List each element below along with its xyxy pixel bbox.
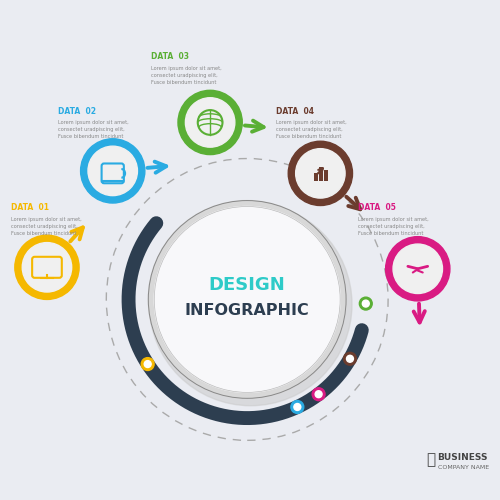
Circle shape (360, 297, 372, 310)
Text: DATA  05: DATA 05 (358, 203, 397, 212)
Circle shape (178, 90, 242, 154)
Text: BUSINESS: BUSINESS (438, 452, 488, 462)
Text: Lorem ipsum dolor sit amet,
consectet uradpiscing elit,
Fusce bibendum tincidunt: Lorem ipsum dolor sit amet, consectet ur… (151, 66, 222, 85)
Circle shape (148, 200, 346, 398)
Circle shape (312, 388, 325, 400)
Circle shape (291, 400, 304, 413)
Circle shape (362, 300, 369, 307)
Bar (314, 174, 318, 181)
Text: DATA  04: DATA 04 (276, 106, 314, 116)
Circle shape (346, 356, 354, 362)
Text: Lorem ipsum dolor sit amet,
consectet uradpiscing elit,
Fusce bibendum tincidunt: Lorem ipsum dolor sit amet, consectet ur… (358, 217, 429, 236)
Bar (324, 170, 328, 181)
Text: Lorem ipsum dolor sit amet,
consectet uradpiscing elit,
Fusce bibendum tincidunt: Lorem ipsum dolor sit amet, consectet ur… (58, 120, 129, 140)
Circle shape (88, 146, 138, 196)
Circle shape (80, 139, 145, 203)
Text: DATA  01: DATA 01 (11, 203, 49, 212)
Bar (319, 168, 323, 181)
Circle shape (142, 358, 154, 370)
Circle shape (22, 242, 72, 292)
Circle shape (15, 235, 79, 300)
Text: INFOGRAPHIC: INFOGRAPHIC (185, 303, 310, 318)
Circle shape (294, 404, 301, 410)
Text: ⛹: ⛹ (426, 452, 436, 468)
Text: DATA  02: DATA 02 (58, 106, 96, 116)
Circle shape (393, 244, 442, 294)
Circle shape (386, 236, 450, 301)
Circle shape (315, 390, 322, 398)
Circle shape (144, 360, 151, 368)
Text: Lorem ipsum dolor sit amet,
consectet uradpiscing elit,
Fusce bibendum tincidunt: Lorem ipsum dolor sit amet, consectet ur… (276, 120, 346, 140)
Text: DATA  03: DATA 03 (151, 52, 189, 61)
Text: Lorem ipsum dolor sit amet,
consectet uradpiscing elit,
Fusce bibendum tincidunt: Lorem ipsum dolor sit amet, consectet ur… (11, 217, 82, 236)
Circle shape (344, 352, 356, 365)
Text: DESIGN: DESIGN (209, 276, 286, 293)
Circle shape (154, 206, 340, 392)
Circle shape (288, 141, 352, 206)
Circle shape (296, 148, 345, 198)
Circle shape (150, 203, 352, 406)
Circle shape (186, 98, 235, 147)
Text: COMPANY NAME: COMPANY NAME (438, 465, 488, 470)
